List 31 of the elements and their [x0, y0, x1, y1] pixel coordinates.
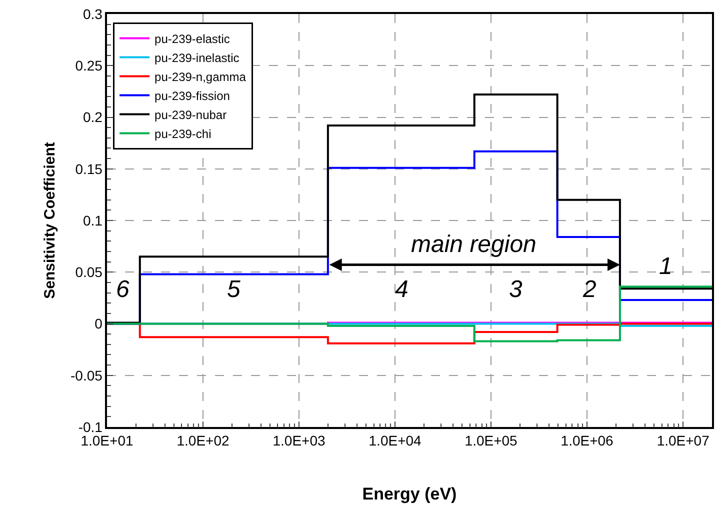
x-tick-label: 1.0E+06 [560, 432, 614, 449]
y-tick-label: 0.2 [82, 109, 103, 126]
annotation: main region [411, 231, 536, 258]
x-tick-label: 1.0E+05 [464, 432, 518, 449]
legend-label: pu-239-elastic [154, 32, 230, 46]
y-tick-label: -0.1 [78, 418, 103, 435]
legend-label: pu-239-nubar [154, 108, 227, 122]
y-tick-label: 0 [94, 316, 103, 332]
legend-label: pu-239-inelastic [154, 50, 240, 65]
annotation: 2 [582, 276, 596, 303]
y-tick-label: 0.3 [82, 6, 103, 22]
x-axis-title: Energy (eV) [362, 484, 457, 504]
y-tick-label: 0.1 [82, 212, 103, 228]
y-tick-label: 0.25 [75, 58, 103, 74]
y-axis-title: Sensitivity Coefficient [41, 142, 58, 299]
annotation: 1 [659, 253, 672, 280]
y-tick-label: 0.15 [75, 160, 103, 177]
y-tick-label: -0.05 [70, 367, 103, 384]
annotation: 3 [509, 276, 523, 303]
annotation: 4 [395, 276, 408, 303]
x-tick-label: 1.0E+07 [656, 432, 710, 449]
annotation: 5 [227, 276, 241, 303]
x-tick-label: 1.0E+04 [368, 432, 422, 449]
x-tick-label: 1.0E+03 [272, 432, 326, 449]
legend-label: pu-239-chi [154, 126, 212, 141]
y-tick-label: 0.05 [75, 264, 103, 280]
x-tick-label: 1.0E+02 [176, 432, 230, 449]
x-tick-label: 1.0E+01 [80, 432, 134, 449]
annotation: 6 [116, 276, 130, 303]
legend-label: pu-239-fission [154, 88, 230, 103]
legend-label: pu-239-n,gamma [154, 70, 246, 84]
